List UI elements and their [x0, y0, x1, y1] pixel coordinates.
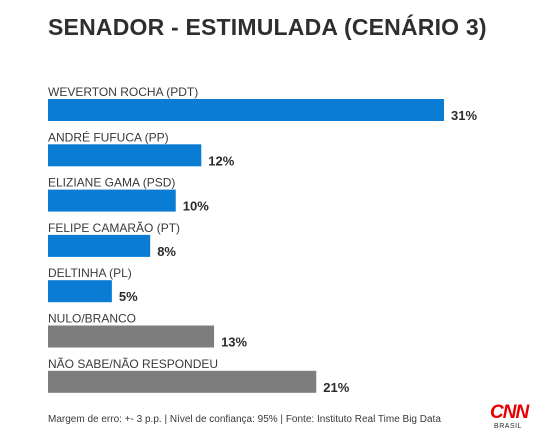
- value-label: 31%: [451, 108, 477, 123]
- bar: [48, 99, 444, 121]
- category-label: NULO/BRANCO: [48, 312, 136, 326]
- logo-cnn-text: CNN: [490, 402, 529, 423]
- value-label: 10%: [183, 199, 209, 214]
- bar: [48, 234, 151, 257]
- footer-note: Margem de erro: +- 3 p.p. | Nível de con…: [48, 414, 441, 425]
- category-label: DELTINHA (PL): [48, 266, 132, 280]
- bar-chart: WEVERTON ROCHA (PDT) 31% ANDRÉ FUFUCA (PP)…: [48, 85, 477, 395]
- category-label: ANDRÉ FUFUCA (PP): [48, 129, 169, 144]
- value-label: 8%: [157, 244, 176, 259]
- bar: [48, 370, 317, 393]
- bar: [48, 325, 215, 348]
- value-label: 12%: [208, 153, 234, 168]
- chart-title: SENADOR - ESTIMULADA (CENÁRIO 3): [48, 14, 487, 40]
- logo-brasil-text: BRASIL: [494, 423, 522, 430]
- bar: [48, 144, 202, 167]
- bar: [48, 189, 176, 212]
- bar: [48, 280, 112, 303]
- value-label: 21%: [323, 380, 349, 395]
- value-label: 13%: [221, 335, 247, 350]
- category-label: FELIPE CAMARÃO (PT): [48, 221, 180, 235]
- category-label: ELIZIANE GAMA (PSD): [48, 176, 175, 190]
- value-label: 5%: [119, 289, 138, 304]
- cnn-brasil-logo: CNN BRASIL: [490, 402, 529, 435]
- category-label: WEVERTON ROCHA (PDT): [48, 85, 198, 99]
- category-label: NÃO SABE/NÃO RESPONDEU: [48, 357, 218, 371]
